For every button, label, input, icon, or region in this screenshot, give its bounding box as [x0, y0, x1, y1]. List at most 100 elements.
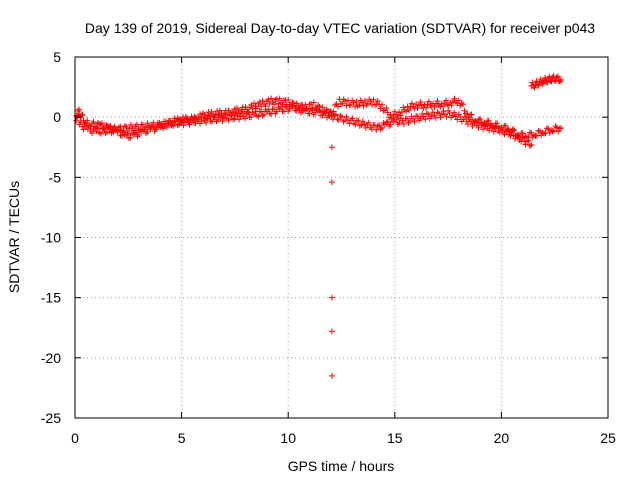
data-point [335, 116, 342, 123]
data-point [131, 130, 138, 137]
data-point [73, 117, 80, 124]
data-point [332, 111, 339, 118]
data-point [127, 121, 134, 128]
data-point [496, 129, 503, 136]
data-point [163, 124, 170, 131]
data-point [183, 115, 190, 122]
data-point [472, 118, 479, 125]
data-point [465, 114, 472, 121]
x-tick-label: 20 [494, 430, 510, 446]
data-point [400, 120, 407, 127]
data-point [374, 123, 381, 130]
data-point [99, 120, 106, 127]
data-point [531, 84, 538, 91]
data-point [258, 108, 265, 115]
data-point [475, 116, 482, 123]
data-point [443, 113, 450, 120]
data-point [519, 134, 526, 141]
data-point [126, 125, 133, 132]
data-point [265, 96, 272, 103]
data-point [387, 111, 394, 118]
data-point [97, 121, 104, 128]
data-point [84, 117, 91, 124]
data-point [379, 124, 386, 131]
data-point [370, 96, 377, 103]
data-series [73, 72, 565, 379]
data-point [77, 119, 84, 126]
data-point [285, 96, 292, 103]
data-point [239, 104, 246, 111]
data-point [231, 106, 238, 113]
data-point [343, 113, 350, 120]
data-point [434, 98, 441, 105]
data-point [186, 121, 193, 128]
data-point [442, 97, 449, 104]
data-point [307, 106, 314, 113]
data-point [228, 112, 235, 119]
y-tick-label: -10 [41, 230, 61, 246]
data-point [276, 95, 283, 102]
data-point [261, 111, 268, 118]
data-point [80, 126, 87, 133]
data-point [454, 116, 461, 123]
data-point [411, 118, 418, 125]
data-point [127, 134, 134, 141]
data-point [451, 109, 458, 116]
x-axis-label: GPS time / hours [288, 458, 395, 474]
x-tick-labels: 0 5 10 15 20 25 [71, 430, 616, 446]
data-point [293, 107, 300, 114]
data-point [356, 122, 363, 129]
data-point [315, 102, 322, 109]
data-point [248, 114, 255, 121]
data-point [360, 102, 367, 109]
data-point [531, 132, 538, 139]
data-point [417, 99, 424, 106]
data-point [554, 73, 561, 80]
data-point [286, 106, 293, 113]
data-point [507, 132, 514, 139]
data-point [394, 113, 401, 120]
data-point [123, 131, 130, 138]
data-point [555, 128, 562, 135]
data-point [349, 115, 356, 122]
data-point [259, 112, 266, 119]
data-point [509, 128, 516, 135]
data-point [480, 126, 487, 133]
data-point [268, 95, 275, 102]
data-point [219, 118, 226, 125]
data-point [387, 121, 394, 128]
data-point [117, 132, 124, 139]
data-point [235, 107, 242, 114]
data-point [352, 121, 359, 128]
data-point [120, 127, 127, 134]
data-point [529, 79, 536, 86]
y-tick-label: 5 [53, 49, 61, 65]
data-point [422, 116, 429, 123]
data-point [229, 108, 236, 115]
data-point [460, 101, 467, 108]
data-point [225, 117, 232, 124]
data-point [159, 122, 166, 129]
data-point [550, 127, 557, 134]
data-point [332, 102, 339, 109]
data-point [365, 119, 372, 126]
data-point [353, 117, 360, 124]
data-point [350, 120, 357, 127]
data-point [172, 117, 179, 124]
data-point [475, 124, 482, 131]
plot-frame [74, 56, 609, 419]
data-point [541, 130, 548, 137]
data-point [546, 129, 553, 136]
data-point [90, 118, 97, 125]
data-point [515, 131, 522, 138]
data-point [147, 125, 154, 132]
data-point [288, 101, 295, 108]
data-point [483, 121, 490, 128]
x-tick-label: 25 [600, 430, 616, 446]
data-point [316, 107, 323, 114]
data-point [549, 128, 556, 135]
data-point [86, 123, 93, 130]
data-point [79, 123, 86, 130]
y-tick-label: -5 [49, 169, 62, 185]
data-point [242, 115, 249, 122]
